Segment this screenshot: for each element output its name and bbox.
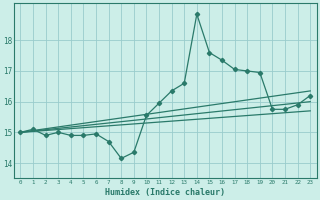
X-axis label: Humidex (Indice chaleur): Humidex (Indice chaleur) xyxy=(105,188,225,197)
